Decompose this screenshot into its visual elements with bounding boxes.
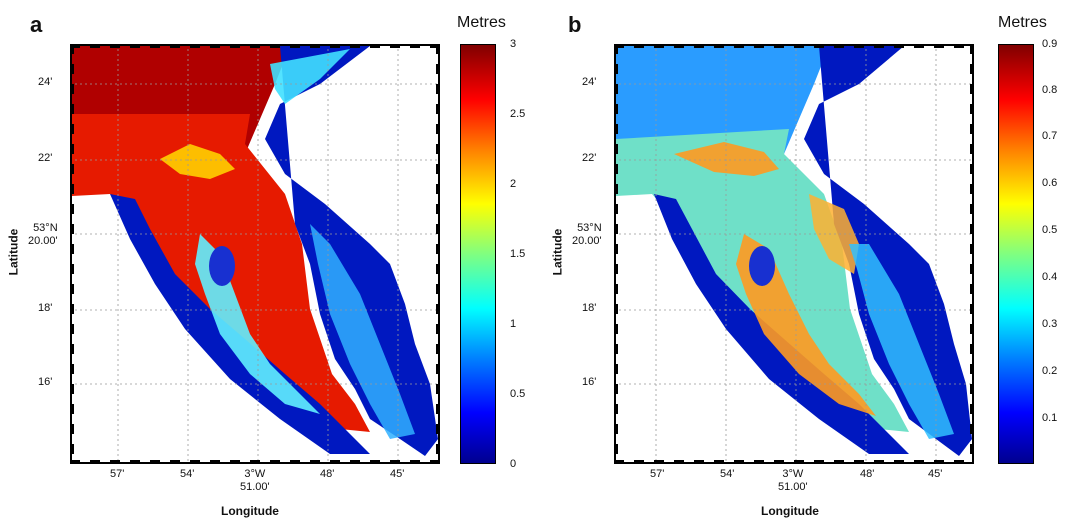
colorbar-b [998,44,1034,464]
colorbar-b-tick-0: 0.9 [1042,38,1058,50]
x-tick-a-0: 57' [110,468,125,480]
y-tick-a-0: 24' [38,76,53,88]
colorbar-title-a: Metres [457,14,506,31]
grid-b [614,44,974,464]
grid-a [70,44,440,464]
y-tick-b-0: 24' [582,76,597,88]
x-axis-label-a: Longitude [221,504,279,518]
colorbar-a-tick-1: 2.5 [510,108,526,120]
x-tick-b-3: 48' [860,468,875,480]
x-tick-a-1: 54' [180,468,195,480]
colorbar-b-tick-6: 0.3 [1042,318,1058,330]
colorbar-a-tick-4: 1 [510,318,517,330]
x-axis-label-b: Longitude [761,504,819,518]
x-tick-b-0: 57' [650,468,665,480]
orange-zone-b-1 [674,142,779,176]
y-tick-b-4: 16' [582,376,597,388]
y-axis-label-b: Latitude [550,228,565,276]
colorbar-title-b: Metres [998,14,1047,31]
frame-checker-b [614,44,974,464]
colorbar-b-tick-1: 0.8 [1042,84,1058,96]
x-tick-b-2: 3°W 51.00' [778,468,808,493]
x-tick-a-4: 45' [390,468,405,480]
colorbar-b-tick-5: 0.4 [1042,271,1058,283]
x-tick-a-2: 3°W 51.00' [240,468,270,493]
colorbar-b-tick-4: 0.5 [1042,224,1058,236]
east-bank-blue [265,46,438,456]
colorbar-b-tick-3: 0.6 [1042,177,1058,189]
y-tick-a-4: 16' [38,376,53,388]
y-tick-b-2: 53°N 20.00' [572,222,602,247]
y-tick-a-3: 18' [38,302,53,314]
panel-letter-a: a [30,12,43,37]
shallow-zone-cyan-1 [270,49,350,104]
cyan-zone-b [849,244,954,439]
y-tick-b-1: 22' [582,152,597,164]
y-tick-a-1: 22' [38,152,53,164]
colorbar-a-tick-0: 3 [510,38,517,50]
panel-letter-b: b [568,12,582,37]
south-bank-blue [110,194,370,454]
sandbank-yellow [160,144,235,179]
colorbar-b-tick-7: 0.2 [1042,365,1058,377]
colorbar-b-tick-2: 0.7 [1042,130,1058,142]
colorbar-a-tick-6: 0 [510,458,517,470]
colorbar-a [460,44,496,464]
y-axis-label-a: Latitude [6,228,21,276]
x-tick-a-3: 48' [320,468,335,480]
shallow-zone-cyan-2 [310,224,415,439]
colorbar-a-tick-3: 1.5 [510,248,526,260]
sandbank-island [209,246,235,286]
x-tick-b-4: 45' [928,468,943,480]
sandbank-island-b [749,246,775,286]
map-b [614,44,974,464]
colorbar-b-tick-8: 0.1 [1042,412,1058,424]
map-a [70,44,440,464]
colorbar-a-tick-5: 0.5 [510,388,526,400]
y-tick-b-3: 18' [582,302,597,314]
frame-checker-a [70,44,440,464]
colorbar-a-tick-2: 2 [510,178,517,190]
south-bank-blue-b [654,194,909,454]
east-bank-blue-b [804,46,972,456]
y-tick-a-2: 53°N 20.00' [28,222,58,247]
x-tick-b-1: 54' [720,468,735,480]
